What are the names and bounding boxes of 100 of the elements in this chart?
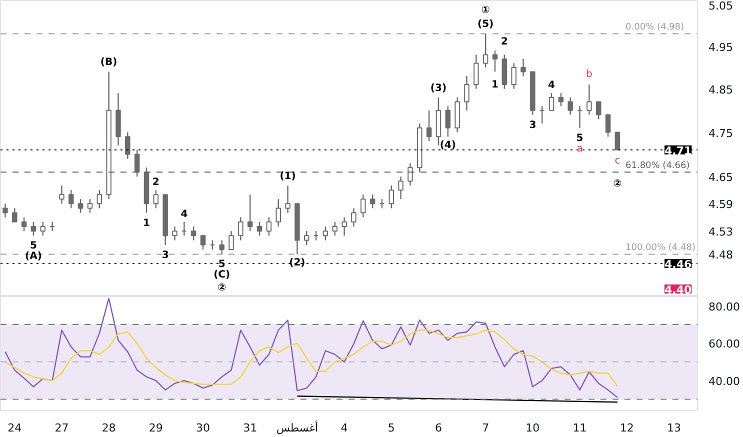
candlestick (482, 33, 488, 68)
y-tick-label: 80.00 (708, 300, 740, 314)
candlestick (59, 184, 64, 204)
candlestick (568, 96, 573, 116)
candlestick (548, 92, 554, 112)
candlestick (266, 216, 272, 236)
annotation: 4 (180, 208, 188, 220)
candlestick (40, 221, 46, 236)
candlestick (21, 216, 27, 232)
annotation: 2 (500, 36, 508, 48)
ref-line-label: 0.00% (4.98) (626, 22, 684, 33)
candlestick (342, 216, 347, 236)
line-series (4, 330, 618, 387)
y-tick-label: 4.48 (708, 248, 733, 262)
annotation: a (576, 143, 583, 154)
annotation: (B) (100, 57, 118, 68)
candlestick (219, 240, 224, 255)
annotation: 3 (529, 120, 536, 131)
ref-line-label: 4.46 (664, 258, 692, 272)
y-tick-label: 60.00 (708, 338, 740, 351)
x-tick-label: 27 (54, 422, 69, 434)
candlestick (332, 221, 338, 236)
candlestick (2, 203, 8, 218)
annotation: (C) (214, 270, 230, 281)
candlestick (370, 194, 376, 209)
annotation: 2 (152, 177, 160, 188)
ref-line-label: 61.80% (4.66) (626, 161, 690, 172)
annotation: ② (218, 282, 226, 294)
annotation: 4.40 (664, 284, 692, 296)
candlestick (322, 226, 328, 241)
annotation: (3) (430, 82, 447, 94)
candlestick (247, 194, 253, 232)
x-tick-label: 28 (102, 422, 116, 434)
candlestick (360, 194, 366, 218)
candlestick (30, 221, 36, 236)
candlestick (558, 92, 564, 107)
candlestick (12, 208, 18, 222)
y-tick-label: 4.65 (708, 171, 733, 184)
annotation: 4 (548, 80, 556, 92)
y-tick-label: 4.59 (708, 198, 733, 212)
x-tick-label: 7 (482, 422, 490, 434)
x-tick-label: 29 (148, 422, 163, 434)
annotation: 1 (143, 218, 150, 229)
y-tick-label: 4.95 (708, 40, 733, 54)
candlestick (200, 235, 206, 250)
annotation: ① (481, 5, 490, 16)
x-tick-label: أغسطس (276, 420, 318, 434)
candlestick (125, 132, 130, 160)
candlestick (445, 105, 451, 138)
x-tick-label: 10 (526, 422, 540, 434)
annotation: 3 (162, 250, 169, 261)
candlestick (596, 101, 602, 120)
x-tick-label: 31 (243, 422, 258, 434)
candlestick (586, 84, 592, 116)
candlestick (68, 189, 74, 209)
y-tick-label: 4.53 (708, 226, 733, 239)
candlestick (304, 230, 310, 246)
annotation: b (586, 69, 592, 80)
candlestick (520, 58, 526, 77)
candlestick (285, 184, 290, 214)
candlestick (228, 230, 234, 250)
x-tick-label: 13 (666, 422, 681, 434)
annotation: (4) (440, 140, 456, 152)
candlestick (172, 226, 178, 241)
candlestick (511, 62, 516, 90)
candlestick (276, 198, 281, 228)
candlestick (474, 54, 479, 90)
candlestick (190, 226, 196, 241)
candlestick (492, 50, 498, 72)
y-tick-label: 4.85 (708, 83, 733, 96)
candlestick (96, 189, 102, 209)
x-tick-label: 6 (434, 422, 442, 434)
annotation: ② (613, 178, 622, 190)
x-tick-label: 24 (8, 422, 22, 434)
ref-line-label: 100.00% (4.48) (626, 243, 696, 254)
y-tick-label: 40.00 (708, 375, 740, 388)
candlestick (256, 221, 262, 236)
candlestick (238, 216, 244, 241)
annotation: (A) (25, 251, 42, 262)
line-series (4, 298, 618, 398)
annotation: (2) (289, 258, 306, 269)
candlestick (614, 132, 620, 150)
x-tick-label: 4 (340, 422, 348, 434)
annotation: (5) (478, 19, 494, 30)
candlestick (351, 208, 356, 228)
annotation: (1) (280, 171, 296, 182)
annotation: c (614, 155, 620, 166)
candlestick (388, 184, 394, 209)
candlestick (153, 189, 159, 209)
candlestick (87, 198, 93, 214)
ref-line-label: 4.71 (664, 144, 692, 158)
candlestick (464, 75, 470, 112)
y-tick-label: 4.75 (708, 126, 733, 140)
candlestick (426, 110, 432, 142)
y-tick-label: 5.05 (708, 0, 733, 12)
x-tick-label: 11 (572, 422, 587, 434)
annotation: 5 (576, 132, 584, 144)
candlestick (398, 176, 404, 200)
annotation: 1 (492, 80, 499, 91)
candlestick (605, 114, 611, 138)
